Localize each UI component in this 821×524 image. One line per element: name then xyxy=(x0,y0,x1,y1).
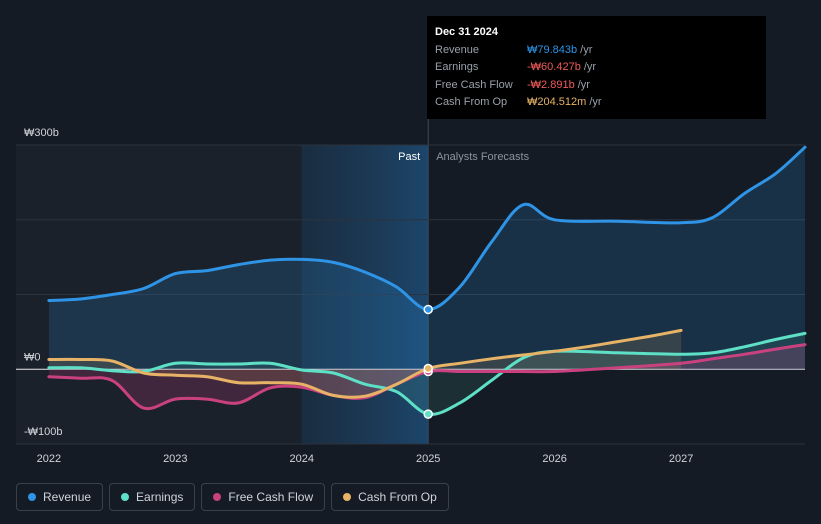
tooltip-value: -₩2.891b xyxy=(527,78,575,91)
series-lines xyxy=(47,145,807,416)
tooltip-value: ₩79.843b xyxy=(527,43,578,56)
legend-item-free-cash-flow[interactable]: Free Cash Flow xyxy=(201,483,326,511)
series-markers xyxy=(423,304,433,419)
x-tick-label: 2024 xyxy=(290,453,314,465)
tooltip-unit: /yr xyxy=(577,78,590,91)
past-label: Past xyxy=(398,151,420,163)
legend-item-revenue[interactable]: Revenue xyxy=(16,483,104,511)
line-cash-from-op xyxy=(47,328,683,399)
tooltip-unit: /yr xyxy=(583,61,597,73)
y-tick-label: ₩0 xyxy=(24,351,41,363)
marker-cash-from-op xyxy=(423,363,433,374)
tooltip-unit: /yr xyxy=(589,96,602,108)
area-free-cash-flow xyxy=(48,344,805,409)
legend-item-cash-from-op[interactable]: Cash From Op xyxy=(331,483,449,511)
legend-dot-icon xyxy=(213,493,222,501)
forecast-label: Analysts Forecasts xyxy=(436,151,529,163)
tooltip-date: Dec 31 2024 xyxy=(435,26,498,38)
area-revenue xyxy=(48,147,805,370)
tooltip-value: -₩60.427b xyxy=(527,61,581,73)
data-tooltip: Dec 31 2024 Revenue ₩79.843b /yr Earning… xyxy=(427,16,766,119)
legend-label: Free Cash Flow xyxy=(228,490,314,504)
x-tick-label: 2023 xyxy=(163,453,187,465)
y-tick-label: ₩300b xyxy=(24,127,59,139)
legend-label: Earnings xyxy=(136,490,184,504)
tooltip-label: Cash From Op xyxy=(435,96,508,108)
x-tick-label: 2025 xyxy=(416,453,440,465)
tooltip-label: Revenue xyxy=(435,43,480,56)
tooltip-row-free-cash-flow: Free Cash Flow -₩2.891b /yr xyxy=(435,77,758,95)
gridlines xyxy=(16,144,805,445)
line-revenue xyxy=(47,145,807,311)
marker-earnings xyxy=(423,409,433,419)
tooltip-label: Earnings xyxy=(435,61,479,73)
tooltip-label: Free Cash Flow xyxy=(435,78,513,91)
legend-label: Cash From Op xyxy=(358,490,437,504)
tooltip-row-revenue: Revenue ₩79.843b /yr xyxy=(435,42,758,60)
tooltip-value: ₩204.512m xyxy=(527,96,587,108)
x-tick-label: 2027 xyxy=(669,453,693,465)
tooltip-unit: /yr xyxy=(580,43,593,56)
marker-revenue xyxy=(423,304,433,315)
tooltip-row-cash-from-op: Cash From Op ₩204.512m /yr xyxy=(435,94,758,112)
legend-item-earnings[interactable]: Earnings xyxy=(109,483,196,511)
axis-labels: ₩300b ₩0 -₩100b 2022 2023 2024 2025 2026 2027 Pas… xyxy=(24,127,693,465)
legend-dot-icon xyxy=(343,493,352,501)
line-earnings xyxy=(47,331,807,416)
x-tick-label: 2026 xyxy=(542,453,566,465)
legend-dot-icon xyxy=(121,493,130,501)
legend-dot-icon xyxy=(28,493,36,501)
legend-label: Revenue xyxy=(43,490,92,504)
tooltip-row-earnings: Earnings -₩60.427b /yr xyxy=(435,59,758,77)
y-tick-label: -₩100b xyxy=(24,426,63,438)
x-tick-label: 2022 xyxy=(37,453,61,465)
legend: Revenue Earnings Free Cash Flow Cash Fro… xyxy=(16,483,449,511)
